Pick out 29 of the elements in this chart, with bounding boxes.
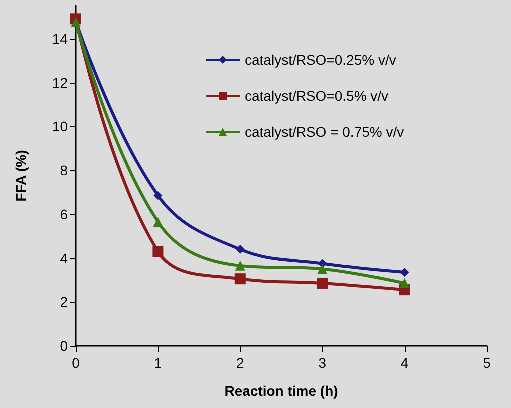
y-tick-label: 12 <box>52 74 68 91</box>
x-axis-title: Reaction time (h) <box>224 383 338 399</box>
y-tick-label: 4 <box>60 250 68 266</box>
y-tick-label: 2 <box>60 294 68 310</box>
legend-label: catalyst/RSO = 0.75% v/v <box>245 124 404 140</box>
x-tick-label: 4 <box>400 355 409 371</box>
point <box>236 244 245 254</box>
y-tick-label: 10 <box>52 118 68 135</box>
y-tick-label: 0 <box>60 338 68 354</box>
point <box>318 264 328 274</box>
point <box>400 268 410 278</box>
legend-label: catalyst/RSO=0.25% v/v <box>245 52 396 68</box>
point <box>317 278 328 289</box>
point <box>153 217 164 228</box>
y-tick-label: 14 <box>52 30 68 47</box>
point <box>400 278 410 288</box>
x-tick-label: 1 <box>154 355 162 371</box>
y-tick-label: 8 <box>60 162 68 179</box>
x-tick-label: 0 <box>72 355 80 371</box>
x-tick-label: 5 <box>483 355 492 371</box>
point <box>235 260 246 271</box>
legend-label: catalyst/RSO=0.5% v/v <box>245 88 389 104</box>
x-tick-label: 2 <box>236 355 244 371</box>
y-axis-title: FFA (%) <box>13 150 29 202</box>
point <box>152 246 164 258</box>
y-tick-label: 6 <box>60 206 68 222</box>
point <box>234 274 246 285</box>
point <box>154 191 163 200</box>
x-tick-label: 3 <box>318 355 327 371</box>
